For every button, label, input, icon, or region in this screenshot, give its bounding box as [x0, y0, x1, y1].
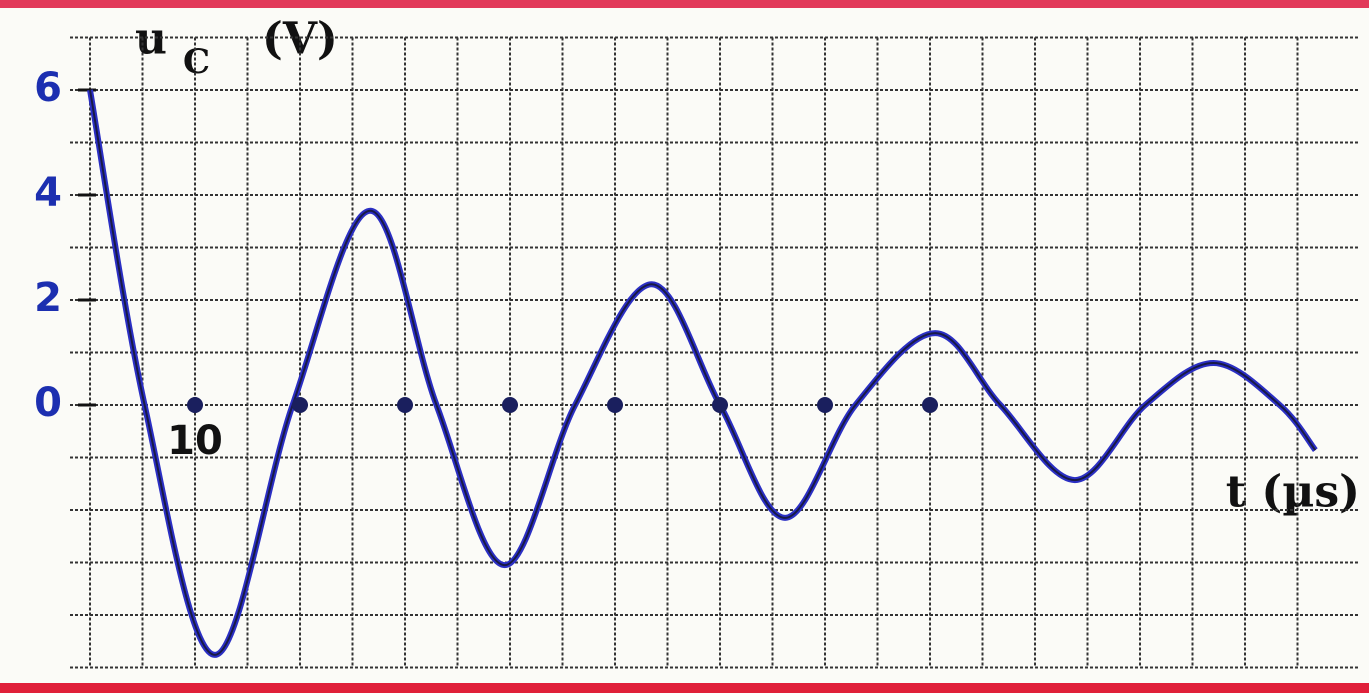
marker: [502, 397, 518, 413]
y-tick-label: 6: [34, 65, 62, 111]
top-edge: [0, 0, 1369, 8]
marker: [607, 397, 623, 413]
chart: u C (V) t (µs) 642010: [0, 0, 1369, 693]
y-tick-label: 0: [34, 380, 62, 426]
marker: [712, 397, 728, 413]
y-tick-label: 4: [34, 170, 62, 216]
marker: [817, 397, 833, 413]
bottom-edge: [0, 683, 1369, 693]
y-axis-label-sub: C: [183, 42, 210, 82]
y-axis-label: u: [135, 14, 167, 65]
y-tick-label: 2: [34, 275, 62, 321]
paper: [0, 0, 1369, 693]
page: u C (V) t (µs) 642010 (() => { const dat…: [0, 0, 1369, 693]
x-tick-label: 10: [167, 418, 223, 464]
marker: [187, 397, 203, 413]
marker: [922, 397, 938, 413]
marker: [292, 397, 308, 413]
marker: [397, 397, 413, 413]
